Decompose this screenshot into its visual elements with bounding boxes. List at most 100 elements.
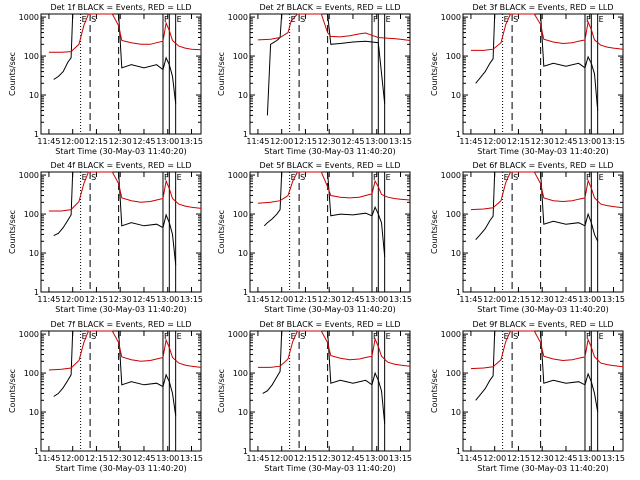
x-tick-label: 13:15 <box>389 454 412 463</box>
series-line-lld <box>470 171 624 211</box>
marker-label: S <box>91 173 96 182</box>
x-tick-label: 12:45 <box>341 454 364 463</box>
panel-title: Det 5f BLACK = Events, RED = LLD <box>259 161 400 170</box>
y-axis-label: Counts/sec <box>8 210 17 254</box>
marker-label: F <box>164 173 169 182</box>
panel-title: Det 6f BLACK = Events, RED = LLD <box>472 161 613 170</box>
x-tick-label: 13:00 <box>578 137 601 146</box>
y-tick-label: 1 <box>243 288 248 297</box>
x-tick-label: 12:15 <box>85 295 108 304</box>
panel-det-4: Det 4f BLACK = Events, RED = LLD 1 10 100 10… <box>8 161 203 314</box>
marker-label: E <box>386 173 391 182</box>
x-axis-label: Start Time (30-May-03 11:40:20) <box>477 305 608 314</box>
x-tick-label: 13:15 <box>180 295 203 304</box>
y-tick-label: 1 <box>34 288 39 297</box>
y-axis-label: Counts/sec <box>217 210 226 254</box>
series-line-events <box>53 171 177 265</box>
x-tick-label: 12:15 <box>294 454 317 463</box>
plot-frame <box>40 330 202 452</box>
x-tick-label: 13:00 <box>156 137 179 146</box>
plot-frame <box>462 13 624 135</box>
marker-label: S <box>300 332 305 341</box>
x-tick-label: 12:45 <box>341 137 364 146</box>
series-line-events <box>475 330 599 413</box>
y-tick-label: 1000 <box>19 171 39 180</box>
marker-label: E <box>177 173 182 182</box>
x-tick-label: 13:15 <box>389 295 412 304</box>
series-line-lld <box>48 171 202 212</box>
x-tick-label: 12:45 <box>554 454 577 463</box>
y-tick-label: 1 <box>243 130 248 139</box>
marker-label: E <box>599 332 604 341</box>
x-axis-label: Start Time (30-May-03 11:40:20) <box>477 147 608 156</box>
y-tick-label: 1000 <box>441 13 461 22</box>
y-tick-label: 10 <box>238 249 248 258</box>
x-axis-label: Start Time (30-May-03 11:40:20) <box>264 147 395 156</box>
y-tick-label: 1000 <box>228 330 248 339</box>
marker-label: S <box>300 15 305 24</box>
marker-label: E <box>386 15 391 24</box>
x-axis-label: Start Time (30-May-03 11:40:20) <box>477 464 608 473</box>
y-tick-label: 100 <box>233 369 248 378</box>
y-tick-label: 100 <box>446 210 461 219</box>
x-tick-label: 12:30 <box>531 137 554 146</box>
x-tick-label: 12:00 <box>270 454 293 463</box>
x-tick-label: 12:00 <box>270 295 293 304</box>
marker-label: E <box>504 15 509 24</box>
y-tick-label: 1 <box>456 130 461 139</box>
x-tick-label: 12:30 <box>531 295 554 304</box>
x-tick-label: 13:00 <box>156 295 179 304</box>
marker-label: E <box>82 15 87 24</box>
series-line-events <box>53 13 177 104</box>
y-tick-label: 100 <box>233 210 248 219</box>
marker-label: E <box>82 332 87 341</box>
y-tick-label: 10 <box>29 91 39 100</box>
marker-label: S <box>513 173 518 182</box>
panel-title: Det 2f BLACK = Events, RED = LLD <box>259 3 400 12</box>
plot-frame <box>249 330 411 452</box>
y-tick-label: 1 <box>243 447 248 456</box>
series-line-lld <box>257 171 411 204</box>
x-tick-label: 12:30 <box>109 137 132 146</box>
x-tick-label: 13:15 <box>602 295 625 304</box>
panel-det-7: Det 7f BLACK = Events, RED = LLD 1 10 100 10… <box>8 320 203 473</box>
x-tick-label: 13:15 <box>180 454 203 463</box>
x-tick-label: 13:15 <box>180 137 203 146</box>
y-axis-label: Counts/sec <box>430 369 439 413</box>
series-line-lld <box>470 330 624 370</box>
x-tick-label: 13:15 <box>602 454 625 463</box>
marker-label: F <box>586 332 591 341</box>
panel-title: Det 4f BLACK = Events, RED = LLD <box>50 161 191 170</box>
y-tick-label: 1 <box>34 130 39 139</box>
y-tick-label: 100 <box>233 52 248 61</box>
marker-label: F <box>373 173 378 182</box>
x-tick-label: 12:00 <box>483 454 506 463</box>
x-tick-label: 11:45 <box>459 295 482 304</box>
x-tick-label: 12:45 <box>554 295 577 304</box>
x-tick-label: 11:45 <box>246 295 269 304</box>
x-tick-label: 12:15 <box>294 295 317 304</box>
panel-title: Det 1f BLACK = Events, RED = LLD <box>50 3 191 12</box>
x-tick-label: 11:45 <box>37 137 60 146</box>
y-tick-label: 10 <box>451 408 461 417</box>
y-tick-label: 1 <box>456 288 461 297</box>
x-tick-label: 12:45 <box>554 137 577 146</box>
y-tick-label: 1 <box>456 447 461 456</box>
marker-label: E <box>82 173 87 182</box>
marker-label: E <box>599 173 604 182</box>
plot-frame <box>462 330 624 452</box>
y-tick-label: 1000 <box>19 330 39 339</box>
x-tick-label: 12:30 <box>109 295 132 304</box>
x-tick-label: 12:15 <box>294 137 317 146</box>
x-tick-label: 12:00 <box>61 454 84 463</box>
x-tick-label: 12:15 <box>507 295 530 304</box>
x-tick-label: 12:00 <box>270 137 293 146</box>
marker-label: E <box>177 332 182 341</box>
series-line-events <box>266 13 386 116</box>
x-tick-label: 11:45 <box>246 454 269 463</box>
x-tick-label: 13:15 <box>602 137 625 146</box>
x-tick-label: 11:45 <box>246 137 269 146</box>
series-line-events <box>262 330 386 424</box>
marker-label: E <box>291 332 296 341</box>
